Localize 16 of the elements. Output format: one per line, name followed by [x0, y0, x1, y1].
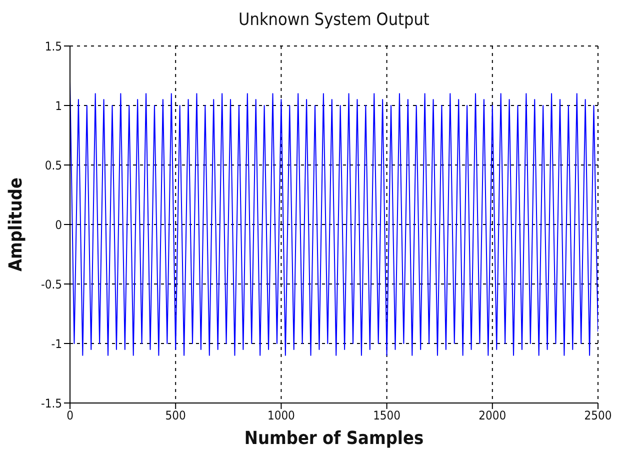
y-tick-label: 0.5	[44, 158, 62, 172]
x-axis-title: Number of Samples	[243, 428, 425, 449]
y-tick-label: 1	[55, 98, 62, 113]
x-tick-label: 2500	[584, 408, 612, 423]
y-tick-label: 0	[55, 218, 62, 232]
x-tick-label: 1500	[373, 408, 401, 423]
y-tick-label: -1.5	[40, 396, 62, 410]
y-tick-label: 1.5	[44, 39, 62, 54]
y-tick-label: -1	[51, 336, 62, 351]
x-tick-label: 500	[165, 408, 186, 423]
y-tick-label: -0.5	[40, 277, 62, 292]
x-tick-label: 0	[66, 408, 74, 423]
x-tick-label: 2000	[478, 408, 506, 423]
y-axis-title: Amplitude	[6, 178, 27, 272]
x-tick-label: 1000	[267, 408, 296, 423]
chart-title: Unknown System Output	[238, 10, 430, 30]
